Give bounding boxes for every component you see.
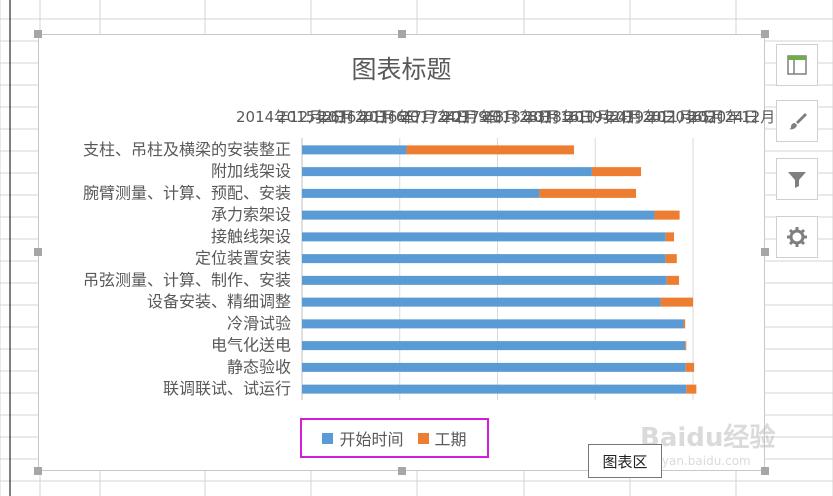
bar-duration[interactable] — [406, 145, 575, 155]
gear-icon — [787, 227, 807, 247]
category-label: 联调联试、试运行 — [163, 379, 291, 398]
bar-duration[interactable] — [665, 232, 675, 242]
chart-title[interactable]: 图表标题 — [351, 55, 452, 84]
chart-styles-button[interactable] — [776, 100, 818, 142]
category-label: 静态验收 — [227, 357, 291, 376]
bar-start[interactable] — [302, 319, 684, 329]
chart-filters-button[interactable] — [776, 158, 818, 200]
watermark-url: jingyan.baidu.com — [640, 453, 751, 468]
category-label: 附加线架设 — [211, 162, 291, 181]
resize-handle-top-right[interactable] — [761, 30, 769, 38]
x-tick-label: 2017年2月9日 — [400, 108, 502, 126]
resize-handle-middle-right[interactable] — [761, 248, 769, 256]
filter-icon — [788, 172, 806, 188]
chart-area-tooltip: 图表区 — [588, 444, 662, 478]
legend-label-duration: 工期 — [434, 430, 467, 449]
bar-start[interactable] — [302, 384, 687, 394]
bar-duration[interactable] — [685, 341, 687, 351]
x-tick-label: 2016年7月24日 — [359, 108, 471, 126]
bar-duration[interactable] — [591, 167, 642, 177]
legend-entry-duration: 工期 — [417, 426, 467, 450]
x-tick-label: 2014年12月2日 — [236, 108, 348, 126]
bar-start[interactable] — [302, 341, 686, 351]
bar-duration[interactable] — [685, 362, 695, 372]
bar-start[interactable] — [302, 167, 592, 177]
category-label: 腕臂测量、计算、预配、安装 — [83, 183, 291, 202]
brush-icon — [789, 113, 807, 130]
resize-handle-bottom-left[interactable] — [34, 467, 42, 475]
x-tick-label: 2018年3月16日 — [483, 108, 595, 126]
bar-duration[interactable] — [665, 254, 677, 264]
watermark-logo: Baidu经验 — [640, 422, 776, 453]
x-tick-label: 2018年10月2日 — [524, 108, 636, 126]
bar-start[interactable] — [302, 210, 655, 220]
category-label: 电气化送电 — [211, 336, 291, 355]
resize-handle-bottom-right[interactable] — [761, 467, 769, 475]
bar-duration[interactable] — [683, 319, 686, 329]
legend-entry-start: 开始时间 — [322, 426, 404, 450]
bar-duration[interactable] — [654, 210, 680, 220]
x-tick-label: 2019年4月20日 — [565, 108, 677, 126]
legend-swatch-start — [322, 432, 334, 444]
category-label: 接触线架设 — [211, 227, 291, 246]
bar-start[interactable] — [302, 297, 661, 307]
resize-handle-bottom-middle[interactable] — [398, 467, 406, 475]
bar-start[interactable] — [302, 362, 686, 372]
x-tick-label: 2019年11月6日 — [606, 108, 718, 126]
x-tick-label: 2020年5月24日 — [647, 108, 759, 126]
chart-area[interactable] — [34, 30, 769, 475]
category-label: 设备安装、精细调整 — [147, 292, 291, 311]
bar-start[interactable] — [302, 232, 666, 242]
resize-handle-middle-left[interactable] — [34, 248, 42, 256]
category-label: 冷滑试验 — [227, 314, 291, 333]
category-label: 定位装置安装 — [195, 249, 291, 268]
legend-label-start: 开始时间 — [339, 430, 404, 449]
bar-start[interactable] — [302, 188, 540, 198]
bar-duration[interactable] — [539, 188, 637, 198]
x-tick-label: 2017年8月28日 — [441, 108, 553, 126]
category-label: 承力索架设 — [211, 205, 291, 224]
resize-handle-top-left[interactable] — [34, 30, 42, 38]
baidu-watermark: Baidu经验 jingyan.baidu.com — [640, 412, 830, 472]
resize-handle-top-middle[interactable] — [398, 30, 406, 38]
x-tick-label: 2015年6月20日 — [277, 108, 389, 126]
chart-elements-button[interactable] — [776, 44, 818, 86]
x-tick-label: 2016年1月6日 — [318, 108, 420, 126]
bar-start[interactable] — [302, 275, 667, 285]
chart-settings-button[interactable] — [776, 216, 818, 258]
chart-legend[interactable]: 开始时间 工期 — [300, 418, 489, 458]
legend-swatch-duration — [417, 432, 429, 444]
category-label: 吊弦测量、计算、制作、安装 — [83, 270, 291, 289]
bar-start[interactable] — [302, 145, 407, 155]
chart-elements-icon — [787, 55, 807, 75]
bar-duration[interactable] — [660, 297, 693, 307]
category-label: 支柱、吊柱及横梁的安装整正 — [83, 140, 291, 159]
bar-duration[interactable] — [666, 275, 680, 285]
bar-duration[interactable] — [686, 384, 697, 394]
bar-start[interactable] — [302, 254, 666, 264]
